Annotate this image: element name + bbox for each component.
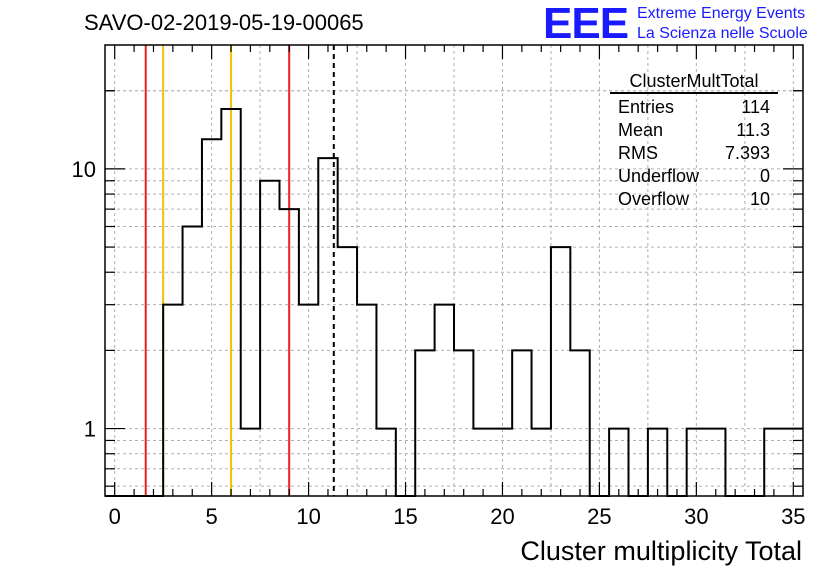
plot-frame [104, 44, 804, 497]
eee-logo: EEE [543, 0, 629, 48]
stats-value: 10 [749, 189, 770, 209]
logo-line-1: Extreme Energy Events [637, 5, 806, 22]
logo-line-2: La Scienza nelle Scuole [637, 25, 808, 42]
stats-value: 0 [759, 166, 770, 186]
histogram-bin [473, 429, 492, 496]
histogram-bin [551, 247, 570, 496]
stats-value: 7.393 [724, 143, 770, 163]
histogram-bin [376, 429, 395, 496]
logo-caption: Extreme Energy Events La Scienza nelle S… [637, 4, 808, 44]
x-tick-label: 35 [781, 504, 805, 529]
histogram-bin [260, 181, 279, 496]
chart-title: SAVO-02-2019-05-19-00065 [84, 10, 364, 35]
x-tick-label: 15 [393, 504, 417, 529]
histogram-bin [764, 429, 783, 496]
stats-value: 11.3 [736, 120, 770, 140]
y-tick-label: 1 [84, 417, 96, 442]
stats-label: Entries [618, 97, 675, 117]
y-tick-label: 10 [72, 157, 96, 182]
axis-labels: 0 5 10 15 20 25 30 35 1 10 Cluster multiplicity To… [72, 157, 806, 566]
histogram-bin [706, 429, 725, 496]
histogram-bars [105, 108, 803, 497]
histogram-bin [221, 109, 240, 496]
histogram-bin [532, 429, 551, 496]
x-tick-label: 25 [587, 504, 611, 529]
histogram-bin [163, 305, 182, 496]
axis-ticks [105, 45, 803, 496]
histogram-outline [105, 108, 803, 497]
stats-row-mean: Mean 11.3 [610, 119, 778, 142]
histogram-bin [415, 350, 434, 496]
stats-label: Mean [618, 120, 664, 140]
histogram-bin [202, 139, 221, 496]
stats-box: ClusterMultTotal Entries 114 Mean 11.3 R… [610, 70, 778, 211]
x-tick-label: 0 [109, 504, 121, 529]
histogram-bin [454, 350, 473, 496]
x-tick-label: 30 [684, 504, 708, 529]
x-tick-label: 20 [490, 504, 514, 529]
histogram-bin [512, 350, 531, 496]
x-axis-label: Cluster multiplicity Total [520, 536, 802, 566]
x-tick-label: 5 [206, 504, 218, 529]
histogram-bin [338, 247, 357, 496]
histogram-bin [241, 429, 260, 496]
histogram-bin [183, 227, 202, 496]
histogram-bin [609, 429, 628, 496]
x-tick-label: 10 [296, 504, 320, 529]
stats-value: 114 [741, 97, 770, 117]
histogram-bin [648, 429, 667, 496]
stats-row-entries: Entries 114 [610, 96, 778, 119]
stats-label: RMS [618, 143, 658, 163]
histogram-bin [435, 305, 454, 496]
histogram-bin [570, 350, 589, 496]
stats-row-rms: RMS 7.393 [610, 142, 778, 165]
stats-title: ClusterMultTotal [610, 70, 778, 94]
stats-label: Underflow [618, 166, 700, 186]
stats-label: Overflow [618, 189, 690, 209]
histogram-bin [318, 158, 337, 496]
stats-row-underflow: Underflow 0 [610, 165, 778, 188]
histogram-bin [299, 305, 318, 496]
histogram-bin [280, 209, 299, 496]
histogram-bin [357, 305, 376, 496]
stats-row-overflow: Overflow 10 [610, 188, 778, 211]
